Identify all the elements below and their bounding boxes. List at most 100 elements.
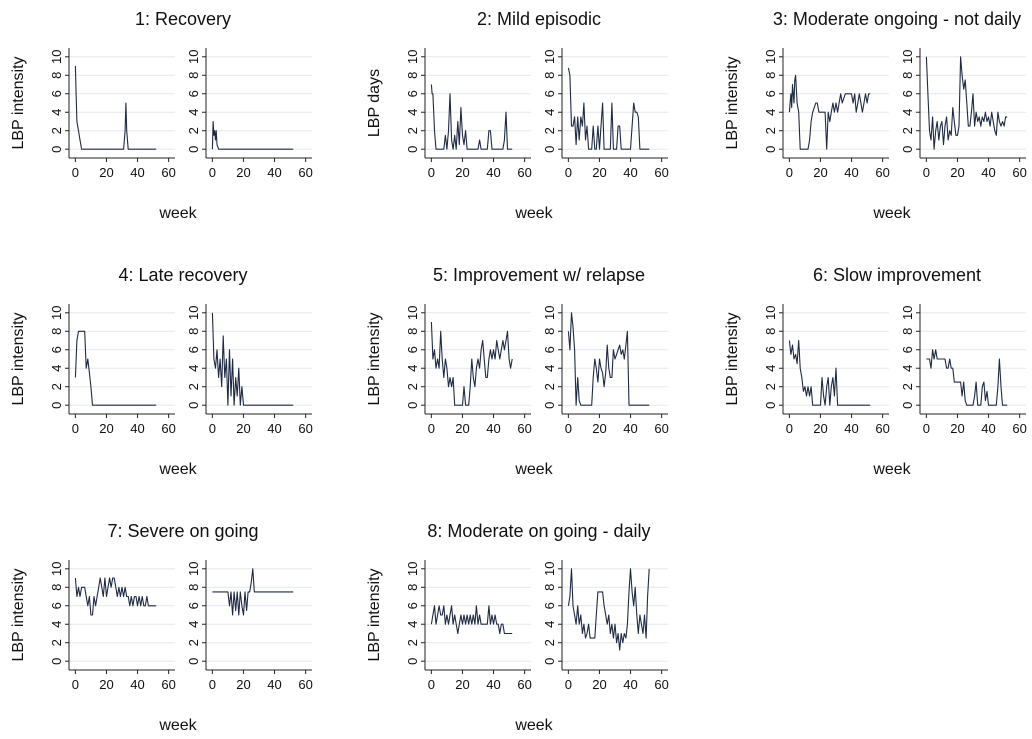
- y-tick-label: 0: [405, 146, 420, 153]
- y-tick-label: 0: [542, 402, 557, 409]
- subplot-2: 0 2 4 6 8 10 0 20 40 60: [542, 48, 669, 180]
- y-tick-label: 0: [405, 402, 420, 409]
- x-tick-label: 20: [592, 165, 606, 180]
- series-line: [567, 67, 650, 150]
- x-tick-label: 0: [786, 165, 793, 180]
- subplot-1: 0 2 4 6 8 10 0 20 40 60: [49, 560, 176, 692]
- subplot-2: 0 2 4 6 8 10 0 20 40 60: [542, 304, 669, 436]
- y-tick-label: 8: [49, 584, 64, 591]
- x-tick-label: 40: [486, 677, 500, 692]
- x-tick-label: 60: [298, 677, 312, 692]
- subplot-1: 0 2 4 6 8 10 0 20 40 60: [763, 48, 890, 180]
- y-tick-label: 10: [542, 562, 557, 576]
- series-line: [788, 74, 871, 150]
- y-tick-label: 10: [186, 306, 201, 320]
- x-tick-label: 20: [592, 677, 606, 692]
- x-tick-label: 40: [486, 421, 500, 436]
- y-tick-label: 4: [405, 621, 420, 628]
- series-line: [74, 330, 157, 406]
- y-tick-label: 4: [542, 621, 557, 628]
- y-tick-label: 0: [49, 146, 64, 153]
- series-line: [926, 349, 1008, 406]
- x-tick-label: 40: [130, 421, 144, 436]
- x-tick-label: 60: [875, 421, 889, 436]
- y-tick-label: 0: [542, 146, 557, 153]
- chart-title: 6: Slow improvement: [813, 265, 981, 285]
- y-tick-label: 8: [763, 328, 778, 335]
- x-tick-label: 40: [130, 165, 144, 180]
- y-tick-label: 6: [542, 602, 557, 609]
- series-line: [211, 120, 294, 150]
- x-axis-label: week: [158, 205, 197, 222]
- chart-title: 5: Improvement w/ relapse: [433, 265, 645, 285]
- chart-title: 7: Severe on going: [107, 521, 258, 541]
- subplot-1: 0 2 4 6 8 10 0 20 40 60: [763, 304, 890, 436]
- x-tick-label: 60: [654, 677, 668, 692]
- x-tick-label: 60: [161, 677, 175, 692]
- x-tick-label: 20: [99, 677, 113, 692]
- y-tick-label: 10: [186, 562, 201, 576]
- y-tick-label: 0: [186, 402, 201, 409]
- y-axis-label: LBP intensity: [10, 312, 27, 405]
- x-tick-label: 0: [209, 165, 216, 180]
- subplot-2: 0 2 4 6 8 10 0 20 40 60: [186, 560, 313, 692]
- y-tick-label: 10: [542, 50, 557, 64]
- x-tick-label: 0: [72, 165, 79, 180]
- y-tick-label: 0: [49, 402, 64, 409]
- y-tick-label: 6: [186, 602, 201, 609]
- y-tick-label: 6: [49, 346, 64, 353]
- y-tick-label: 6: [763, 90, 778, 97]
- x-tick-label: 20: [455, 421, 469, 436]
- x-axis-label: week: [872, 461, 911, 478]
- x-tick-label: 40: [844, 165, 858, 180]
- x-tick-label: 60: [161, 165, 175, 180]
- x-tick-label: 40: [623, 165, 637, 180]
- x-tick-label: 0: [565, 165, 572, 180]
- y-tick-label: 8: [49, 72, 64, 79]
- chart-title: 8: Moderate on going - daily: [427, 521, 650, 541]
- x-axis-label: week: [514, 205, 553, 222]
- x-tick-label: 0: [209, 421, 216, 436]
- y-tick-label: 0: [49, 658, 64, 665]
- subplot-2: 0 2 4 6 8 10 0 20 40 60: [900, 48, 1027, 180]
- chart-panel-8: 8: Moderate on going - daily LBP intensit…: [366, 521, 669, 734]
- x-tick-label: 40: [981, 165, 995, 180]
- y-tick-label: 2: [186, 383, 201, 390]
- chart-panel-3: 3: Moderate ongoing - not daily LBP inten…: [724, 9, 1027, 222]
- y-tick-label: 0: [542, 658, 557, 665]
- chart-panel-6: 6: Slow improvement LBP intensity week 0 2 4 6…: [724, 265, 1027, 478]
- x-tick-label: 20: [236, 165, 250, 180]
- y-tick-label: 8: [405, 72, 420, 79]
- x-tick-label: 20: [99, 165, 113, 180]
- subplot-1: 0 2 4 6 8 10 0 20 40 60: [49, 48, 176, 180]
- x-tick-label: 0: [428, 165, 435, 180]
- subplot-2: 0 2 4 6 8 10 0 20 40 60: [542, 560, 669, 692]
- subplot-1: 0 2 4 6 8 10 0 20 40 60: [405, 560, 532, 692]
- x-tick-label: 40: [486, 165, 500, 180]
- y-tick-label: 10: [49, 306, 64, 320]
- subplot-2: 0 2 4 6 8 10 0 20 40 60: [186, 48, 313, 180]
- y-tick-label: 8: [186, 328, 201, 335]
- y-tick-label: 6: [405, 346, 420, 353]
- x-axis-label: week: [158, 461, 197, 478]
- y-tick-label: 6: [763, 346, 778, 353]
- y-tick-label: 2: [49, 639, 64, 646]
- y-axis-label: LBP days: [366, 69, 383, 137]
- y-tick-label: 8: [900, 72, 915, 79]
- y-tick-label: 0: [763, 402, 778, 409]
- y-tick-label: 4: [49, 621, 64, 628]
- x-tick-label: 0: [565, 421, 572, 436]
- y-tick-label: 4: [49, 109, 64, 116]
- series-line: [212, 568, 294, 616]
- x-tick-label: 40: [267, 677, 281, 692]
- chart-title: 4: Late recovery: [118, 265, 247, 285]
- x-tick-label: 40: [623, 677, 637, 692]
- y-tick-label: 4: [186, 365, 201, 372]
- chart-title: 1: Recovery: [135, 9, 231, 29]
- x-tick-label: 40: [844, 421, 858, 436]
- x-tick-label: 20: [950, 421, 964, 436]
- x-tick-label: 0: [209, 677, 216, 692]
- subplot-2: 0 2 4 6 8 10 0 20 40 60: [186, 304, 313, 436]
